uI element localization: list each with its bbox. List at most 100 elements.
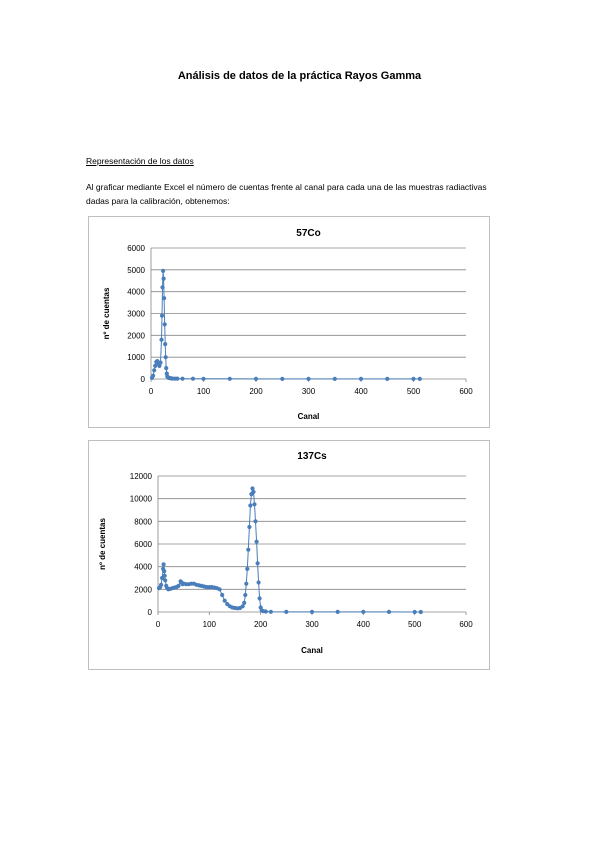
x-tick-label: 0 xyxy=(149,387,154,396)
chart-title: 57Co xyxy=(296,228,320,239)
x-tick-label: 500 xyxy=(408,620,422,629)
section-heading: Representación de los datos xyxy=(86,156,194,166)
x-tick-label: 200 xyxy=(249,387,263,396)
y-tick-label: 1000 xyxy=(127,353,145,362)
y-tick-label: 5000 xyxy=(127,266,145,275)
document-title: Análisis de datos de la práctica Rayos G… xyxy=(177,70,422,82)
data-point xyxy=(245,566,250,571)
data-point xyxy=(158,360,163,365)
data-point xyxy=(201,376,206,381)
data-point xyxy=(257,596,262,601)
data-point xyxy=(418,609,423,615)
y-tick-label: 3000 xyxy=(127,310,145,319)
data-point xyxy=(256,580,261,585)
data-point xyxy=(176,583,181,588)
y-tick-label: 6000 xyxy=(127,244,145,253)
x-tick-label: 100 xyxy=(197,387,211,396)
x-tick-label: 300 xyxy=(302,387,316,396)
data-point xyxy=(163,578,168,583)
x-axis-title: Canal xyxy=(298,412,320,421)
x-tick-label: 400 xyxy=(354,387,368,396)
data-point xyxy=(162,573,167,578)
data-point xyxy=(361,609,366,614)
y-tick-label: 8000 xyxy=(134,517,152,526)
data-point xyxy=(244,581,249,586)
data-point xyxy=(280,376,285,381)
data-point xyxy=(227,376,232,381)
data-point xyxy=(412,609,417,615)
chart-137cs: 0 2000 4000 6000 8000 10000 12000 0 100 200 300 400… xyxy=(88,440,490,670)
chart-title: 137Cs xyxy=(297,451,327,462)
data-point xyxy=(161,276,166,281)
data-point xyxy=(162,322,167,327)
data-point xyxy=(163,342,168,347)
data-point xyxy=(240,604,245,609)
data-point xyxy=(386,609,392,614)
y-axis-title: nº de cuentas xyxy=(98,518,107,570)
data-point xyxy=(252,502,257,507)
data-point xyxy=(243,592,248,598)
data-point xyxy=(309,609,315,614)
data-point xyxy=(162,296,167,301)
data-point xyxy=(157,363,162,368)
data-point xyxy=(162,569,167,574)
x-tick-label: 300 xyxy=(305,620,319,629)
x-tick-label: 100 xyxy=(203,620,217,629)
y-tick-label: 0 xyxy=(141,375,146,384)
data-point xyxy=(190,376,196,381)
x-tick-label: 200 xyxy=(254,620,268,629)
x-tick-label: 500 xyxy=(407,387,421,396)
data-point xyxy=(250,486,255,491)
data-point xyxy=(248,503,253,508)
y-tick-label: 2000 xyxy=(134,585,152,594)
data-point xyxy=(306,376,311,381)
data-point xyxy=(263,609,268,614)
data-point xyxy=(151,373,156,378)
data-point xyxy=(161,562,166,567)
chart-137cs-svg: 0 2000 4000 6000 8000 10000 12000 0 100 200 300 400… xyxy=(98,451,473,655)
x-tick-label: 0 xyxy=(156,620,161,629)
x-axis-title: Canal xyxy=(301,646,323,655)
y-tick-label: 4000 xyxy=(127,288,145,297)
data-point xyxy=(220,592,225,598)
data-point xyxy=(417,376,422,381)
data-point xyxy=(255,561,260,566)
data-point xyxy=(251,489,256,494)
y-tick-label: 10000 xyxy=(130,495,153,504)
series-line xyxy=(151,270,420,380)
data-point xyxy=(160,285,165,290)
y-axis-title: nº de cuentas xyxy=(102,287,111,339)
data-point xyxy=(242,600,247,605)
data-point xyxy=(332,376,337,381)
data-point xyxy=(159,582,164,587)
data-point xyxy=(161,268,166,273)
data-point xyxy=(253,519,258,524)
data-point xyxy=(152,368,157,373)
data-point xyxy=(159,313,165,318)
data-point xyxy=(385,376,390,381)
intro-paragraph: Al graficar mediante Excel el número de … xyxy=(86,182,487,206)
series-line xyxy=(158,488,421,613)
x-tick-label: 600 xyxy=(459,620,473,629)
y-tick-label: 4000 xyxy=(134,563,152,572)
x-tick-label: 400 xyxy=(357,620,371,629)
data-point xyxy=(253,376,259,381)
y-tick-label: 12000 xyxy=(130,472,153,481)
chart-57co: 0 1000 2000 3000 4000 5000 6000 0 100 200 300 400 50… xyxy=(88,216,490,428)
data-point xyxy=(284,609,289,614)
data-point xyxy=(159,337,164,342)
data-point xyxy=(268,609,273,614)
chart-57co-svg: 0 1000 2000 3000 4000 5000 6000 0 100 200 300 400 50… xyxy=(102,228,473,421)
data-point xyxy=(217,587,222,592)
data-point xyxy=(335,609,340,614)
x-tick-label: 600 xyxy=(459,387,473,396)
data-point xyxy=(246,547,251,552)
data-point xyxy=(247,524,252,530)
data-point xyxy=(222,598,227,603)
data-point xyxy=(254,539,259,544)
data-point xyxy=(175,376,180,381)
data-point xyxy=(163,355,168,360)
y-tick-label: 0 xyxy=(148,608,153,617)
data-point xyxy=(358,376,364,381)
y-tick-label: 6000 xyxy=(134,540,152,549)
